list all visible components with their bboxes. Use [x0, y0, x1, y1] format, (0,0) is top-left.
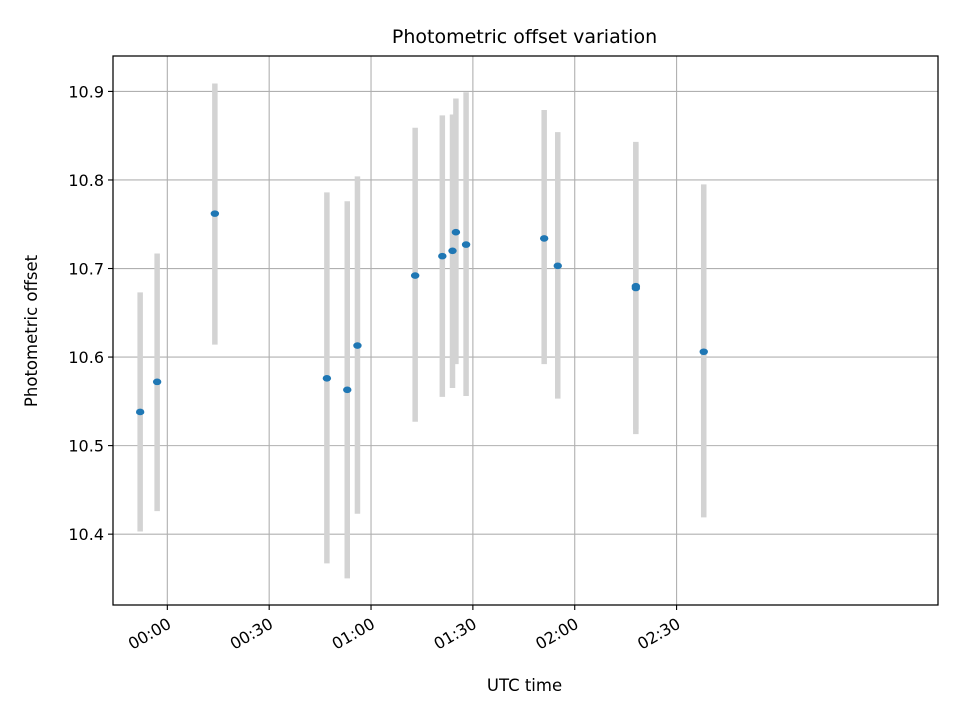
data-point: [322, 375, 332, 382]
data-point: [210, 210, 220, 217]
y-tick-label: 10.4: [68, 525, 104, 544]
data-point: [631, 282, 641, 290]
chart-title: Photometric offset variation: [392, 26, 657, 48]
data-point: [448, 247, 457, 255]
data-point: [152, 378, 162, 386]
data-point: [135, 408, 145, 416]
y-tick-label: 10.6: [68, 348, 104, 367]
data-point: [539, 235, 549, 242]
data-point: [438, 252, 447, 260]
grid-lines: [113, 56, 938, 605]
x-axis-title: UTC time: [487, 676, 562, 695]
y-axis-title: Photometric offset: [22, 254, 41, 407]
data-point: [699, 348, 708, 356]
y-tick-label: 10.8: [68, 171, 104, 190]
data-points: [135, 210, 708, 416]
data-point: [343, 386, 352, 394]
plot-frame: [112, 55, 939, 606]
data-point: [353, 342, 362, 349]
data-point: [451, 228, 461, 236]
data-point: [461, 241, 471, 248]
y-tick-label: 10.9: [68, 82, 104, 101]
y-tick-label: 10.5: [68, 437, 104, 456]
y-tick-label: 10.7: [68, 260, 104, 279]
data-point: [410, 272, 420, 279]
y-axis-ticks: 10.4 10.5 10.6 10.7 10.8 10.9: [68, 82, 113, 544]
data-point: [553, 262, 562, 270]
